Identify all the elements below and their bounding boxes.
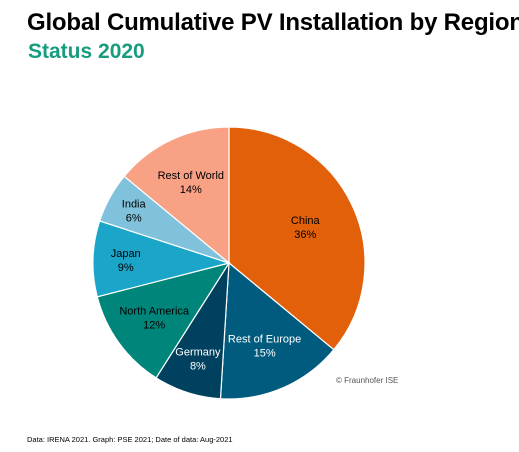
slice-label-rest-of-europe: Rest of Europe <box>228 333 301 345</box>
pie-slice-north-america <box>96 262 231 379</box>
slice-label-india: India <box>122 199 147 211</box>
slice-value-germany: 8% <box>190 361 206 373</box>
slice-label-rest-of-world: Rest of World <box>158 170 224 182</box>
slice-label-germany: Germany <box>175 347 221 359</box>
pie-slice-rest-of-europe <box>219 261 335 400</box>
data-source-footer: Data: IRENA 2021. Graph: PSE 2021; Date … <box>27 435 233 444</box>
slice-value-rest-of-world: 14% <box>180 184 202 196</box>
chart-title: Global Cumulative PV Installation by Reg… <box>27 9 519 36</box>
slice-label-japan: Japan <box>111 248 141 260</box>
chart-subtitle: Status 2020 <box>28 40 145 63</box>
slice-value-india: 6% <box>126 213 142 225</box>
slice-label-north-america: North America <box>119 305 190 317</box>
pie-slice-rest-of-world <box>123 126 230 265</box>
pie-slice-china <box>228 126 366 351</box>
copyright-notice: © Fraunhofer ISE <box>336 376 399 385</box>
slice-value-rest-of-europe: 15% <box>254 347 276 359</box>
slice-value-north-america: 12% <box>143 319 165 331</box>
slice-value-china: 36% <box>294 229 316 241</box>
slice-label-china: China <box>291 215 321 227</box>
slice-value-japan: 9% <box>118 262 134 274</box>
